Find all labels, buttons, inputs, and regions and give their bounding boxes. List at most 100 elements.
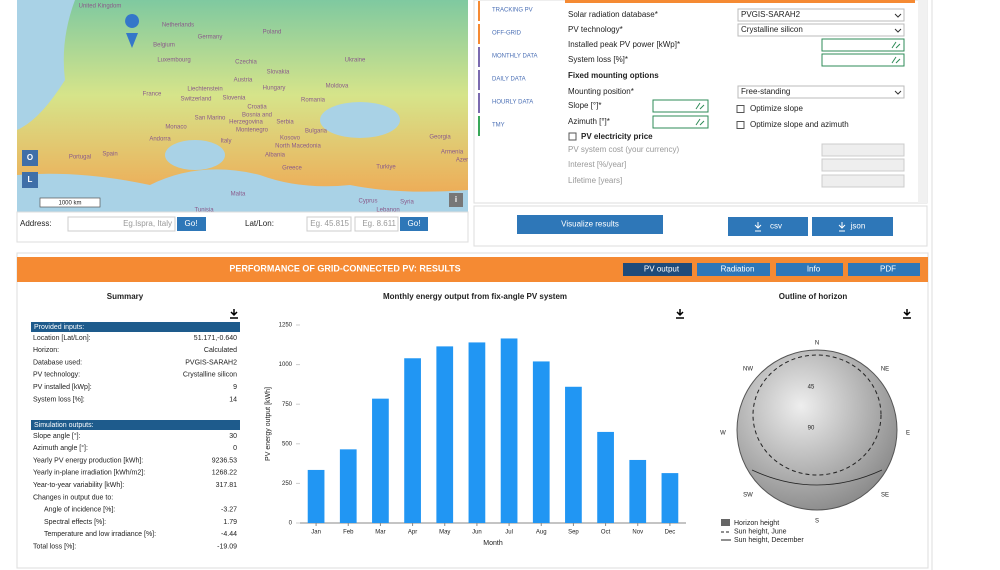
summary-value: 1268.22 — [212, 470, 237, 477]
map-label: Luxembourg — [157, 58, 190, 64]
bar — [629, 459, 647, 523]
placeholder: Eg. 45.815 — [310, 219, 349, 228]
select[interactable] — [737, 85, 905, 99]
go-button[interactable] — [400, 217, 428, 231]
summary-label: Horizon: — [33, 347, 59, 354]
map-label: Monaco — [165, 125, 187, 131]
info-button[interactable] — [449, 193, 463, 207]
input[interactable] — [652, 115, 709, 129]
tab[interactable]: TRACKING PV — [492, 8, 533, 14]
summary-label: Total loss [%]: — [33, 544, 76, 551]
result-tab[interactable] — [776, 263, 843, 276]
map-label: Romania — [301, 98, 326, 104]
input[interactable] — [652, 99, 709, 113]
panel-accent — [565, 0, 915, 3]
summary-value: PVGIS-SARAH2 — [185, 359, 237, 366]
map-label: United Kingdom — [79, 4, 122, 10]
summary-value: 317.81 — [216, 482, 238, 489]
map-label: Spain — [102, 152, 117, 158]
scale-label: 1000 km — [58, 201, 81, 207]
map-label: Cyprus — [358, 199, 377, 205]
map-label: Georgia — [429, 135, 451, 141]
x-tick-label: Apr — [408, 530, 417, 536]
form-label: PV electricity price — [581, 132, 653, 141]
select[interactable] — [737, 8, 905, 22]
map-label: Azer — [456, 158, 468, 164]
map-button[interactable] — [22, 150, 38, 166]
tab[interactable]: DAILY DATA — [492, 77, 526, 83]
result-tab[interactable] — [848, 263, 920, 276]
select[interactable] — [737, 23, 905, 37]
tab[interactable]: MONTHLY DATA — [492, 54, 538, 60]
input[interactable] — [821, 53, 905, 67]
map-label: Kosovo — [280, 136, 301, 142]
map-label: Portugal — [69, 155, 91, 161]
checkbox[interactable] — [736, 105, 745, 113]
result-tab-label: PDF — [880, 265, 896, 274]
tab[interactable]: HOURLY DATA — [492, 100, 533, 106]
legend-label: Sun height, June — [734, 528, 787, 535]
map-label: Turkiye — [376, 165, 396, 171]
placeholder: Eg.Ispra, Italy — [123, 219, 172, 228]
visualize-button[interactable] — [517, 215, 663, 234]
address-input[interactable] — [67, 216, 176, 232]
checkbox-label: Optimize slope — [750, 104, 803, 113]
y-tick-label: 1250 — [279, 323, 293, 329]
input-disabled — [821, 158, 905, 172]
compass-label: NW — [743, 367, 753, 373]
summary-value: 30 — [229, 433, 237, 440]
summary-label: Year-to-year variability [kWh]: — [33, 482, 124, 489]
input-icon — [891, 41, 901, 49]
section-header — [31, 420, 240, 430]
form-label: Installed peak PV power [kWp]* — [568, 40, 680, 49]
select-arrow — [894, 90, 902, 95]
map-button[interactable] — [22, 172, 38, 188]
chart-title: Monthly energy output from fix-angle PV … — [383, 292, 567, 301]
bar — [436, 346, 454, 523]
x-tick-label: Oct — [601, 530, 611, 536]
go-button[interactable] — [177, 217, 206, 231]
summary-value: -4.44 — [221, 531, 237, 538]
summary-label: Changes in output due to: — [33, 494, 113, 501]
sun-path-december — [751, 469, 883, 486]
checkbox[interactable] — [736, 121, 745, 129]
lat-input[interactable] — [306, 216, 352, 232]
map-label: San Marino — [195, 116, 226, 122]
csv-button[interactable] — [728, 217, 808, 236]
tab[interactable]: TMY — [492, 123, 505, 129]
y-tick-label: 0 — [289, 521, 293, 527]
y-tick-label: 500 — [282, 441, 293, 447]
select-arrow — [894, 13, 902, 18]
compass-label: N — [815, 341, 819, 347]
compass-label: SE — [881, 493, 889, 499]
download-icons[interactable] — [230, 309, 911, 319]
checkbox[interactable] — [568, 132, 577, 141]
bar — [500, 338, 518, 523]
select-arrow — [894, 28, 902, 33]
x-tick-label: Sep — [568, 530, 579, 536]
form-label: Mounting position* — [568, 87, 634, 96]
result-tab[interactable] — [623, 263, 692, 276]
ring-label: 90 — [808, 426, 815, 432]
result-tab[interactable] — [697, 263, 770, 276]
input[interactable] — [821, 38, 905, 52]
map-label: Serbia — [276, 120, 294, 126]
ring-label: 45 — [808, 385, 815, 391]
tab[interactable]: OFF-GRID — [492, 31, 522, 37]
summary-value: 0 — [233, 445, 237, 452]
map-label: Poland — [263, 30, 282, 36]
bar — [372, 398, 389, 523]
marker — [125, 14, 140, 49]
horizon-title: Outline of horizon — [779, 292, 848, 301]
section-title: Provided inputs: — [34, 324, 84, 331]
map-label: Herzegovina — [229, 120, 263, 126]
json-button[interactable] — [812, 217, 893, 236]
form-label: System loss [%]* — [568, 55, 628, 64]
tab-accent — [478, 47, 480, 67]
summary-label: Temperature and low irradiance [%]: — [44, 531, 156, 538]
scrollbar[interactable] — [918, 0, 927, 203]
sea — [17, 169, 468, 212]
select-value: Free-standing — [741, 87, 790, 96]
lon-input[interactable] — [354, 216, 399, 232]
